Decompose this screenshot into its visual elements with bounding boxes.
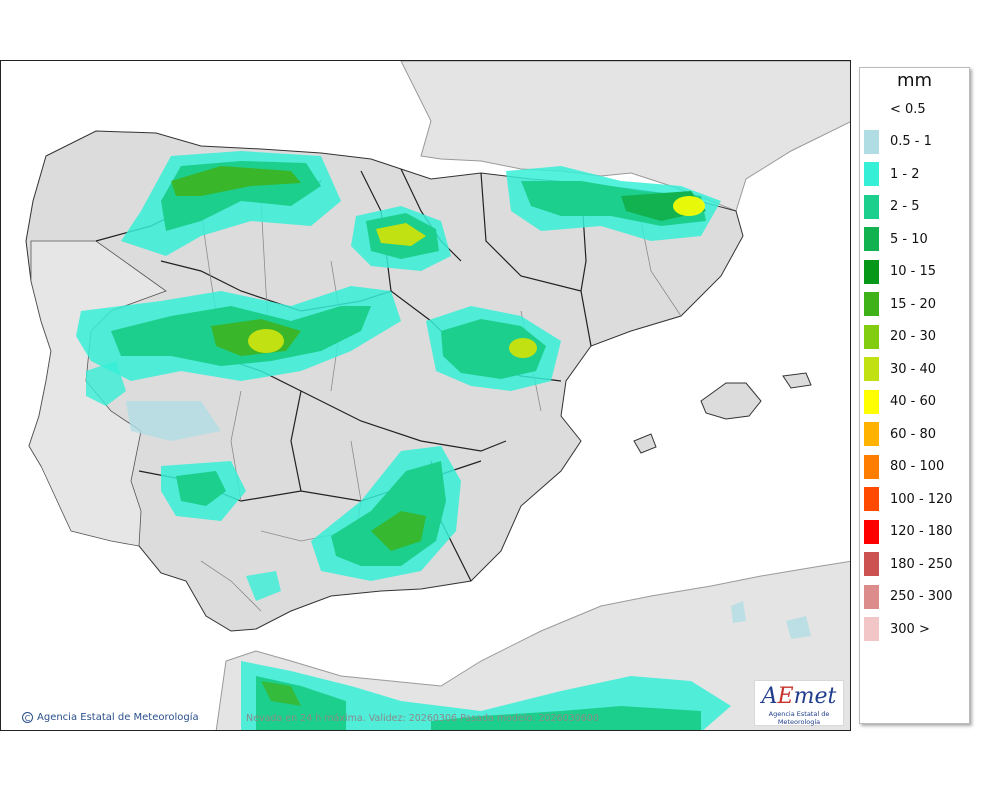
legend-label: < 0.5	[890, 101, 926, 117]
ibiza	[633, 433, 657, 454]
legend-item: 1 - 2	[864, 162, 920, 186]
snow-cantabrian	[121, 151, 341, 256]
legend-label: 2 - 5	[890, 199, 920, 214]
legend-item: 100 - 120	[864, 487, 953, 511]
france-land	[400, 61, 850, 212]
legend-label: 20 - 30	[890, 329, 937, 344]
legend-item: 80 - 100	[864, 454, 945, 479]
legend-swatch	[864, 227, 879, 251]
legend-swatch	[864, 324, 879, 349]
map-caption: Nevada en 24 h máxima. Validez: 20260306…	[246, 713, 599, 724]
legend-label: 300 >	[890, 621, 930, 637]
snow-west	[86, 361, 246, 521]
logo-letter-a: A	[761, 684, 778, 709]
legend-swatch	[864, 389, 879, 414]
legend-item: 15 - 20	[864, 292, 936, 316]
snow-central-system	[76, 286, 401, 381]
legend-label: 180 - 250	[890, 556, 953, 572]
legend-item: 300 >	[864, 617, 930, 641]
mallorca	[700, 382, 762, 420]
legend-label: 100 - 120	[890, 491, 953, 507]
legend-swatch	[864, 487, 879, 511]
legend-swatch	[864, 292, 879, 316]
legend-swatch	[864, 617, 879, 641]
legend-swatch	[864, 129, 879, 154]
copyright-icon: C	[22, 712, 33, 723]
snow-iberian-north	[351, 206, 451, 271]
legend-label: 120 - 180	[890, 524, 953, 539]
portugal-land	[28, 240, 167, 547]
legend-item: 0.5 - 1	[864, 129, 932, 154]
legend-label: 250 - 300	[890, 589, 953, 604]
legend-item: 250 - 300	[864, 584, 953, 609]
legend-item: 2 - 5	[864, 194, 920, 219]
snow-iberian-south	[426, 306, 561, 391]
legend-swatch	[864, 259, 879, 284]
menorca	[782, 372, 812, 389]
legend-swatch	[864, 194, 879, 219]
legend-item: 180 - 250	[864, 552, 953, 576]
legend-swatch	[864, 519, 879, 544]
snow-atlas	[241, 601, 811, 730]
legend-item: 40 - 60	[864, 389, 937, 414]
legend-label: 10 - 15	[890, 264, 937, 279]
legend-item: 10 - 15	[864, 259, 937, 284]
legend-swatch	[864, 162, 879, 186]
legend-label: 15 - 20	[890, 296, 937, 312]
legend-label: 40 - 60	[890, 394, 937, 409]
legend-item: 60 - 80	[864, 422, 936, 446]
aemet-logo: AEmet Agencia Estatal de Meteorología	[754, 680, 844, 726]
legend-unit: mm	[896, 70, 933, 91]
legend-swatch	[864, 584, 879, 609]
legend-label: 30 - 40	[890, 361, 937, 377]
snowfall-map[interactable]	[0, 60, 851, 731]
logo-mark: AEmet	[755, 684, 843, 710]
map-canvas	[1, 61, 850, 730]
snow-betic	[246, 446, 461, 601]
logo-subtitle: Agencia Estatal de Meteorología	[768, 710, 830, 726]
logo-letters-met: met	[793, 684, 837, 709]
legend-label: 80 - 100	[890, 459, 945, 474]
legend-swatch	[864, 357, 879, 381]
legend-swatch	[864, 422, 879, 446]
copyright-credit: C Agencia Estatal de Meteorología	[22, 712, 199, 723]
legend-item: < 0.5	[864, 97, 926, 121]
legend-label: 0.5 - 1	[890, 134, 932, 149]
logo-letter-e: E	[777, 684, 794, 709]
credit-text: Agencia Estatal de Meteorología	[37, 712, 199, 723]
legend-panel: mm < 0.5 0.5 - 1 1 - 2 2 - 5 5 - 10 10 - 15 15…	[859, 67, 970, 724]
snow-pyrenees	[506, 166, 721, 241]
legend-item: 30 - 40	[864, 357, 936, 381]
legend-label: 5 - 10	[890, 231, 928, 247]
legend-item: 120 - 180	[864, 519, 953, 544]
legend-item: 5 - 10	[864, 227, 928, 251]
legend-item: 20 - 30	[864, 324, 937, 349]
legend-swatch	[864, 97, 879, 121]
legend-swatch	[864, 454, 879, 479]
legend-swatch	[864, 552, 879, 576]
legend-label: 1 - 2	[890, 166, 920, 182]
legend-label: 60 - 80	[890, 426, 937, 442]
